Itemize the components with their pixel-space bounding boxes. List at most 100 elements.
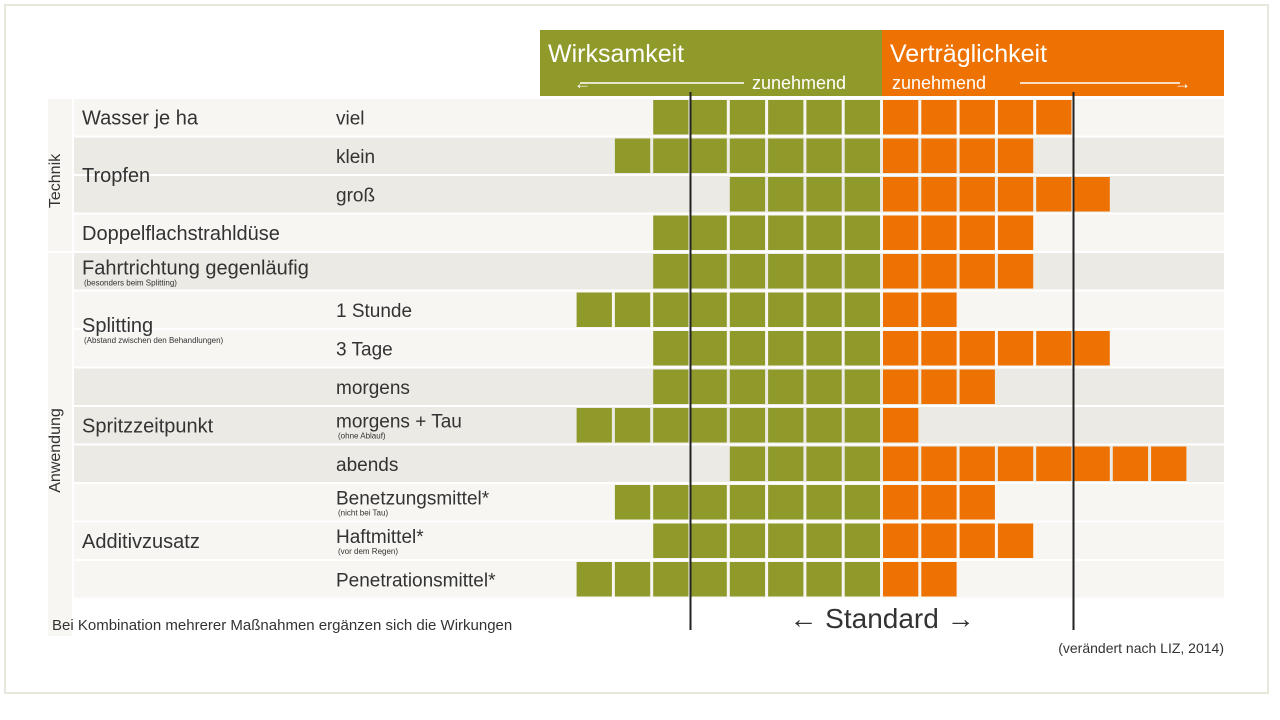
compatibility-cell — [883, 562, 919, 597]
compatibility-cell — [997, 446, 1034, 481]
effectiveness-cell — [768, 523, 804, 558]
effectiveness-cell — [729, 177, 766, 212]
effectiveness-cell — [844, 254, 880, 289]
row-sub-label: abends — [336, 455, 398, 476]
compatibility-cell — [921, 446, 957, 481]
row-sub-label: 1 Stunde — [336, 301, 412, 322]
effectiveness-cell — [576, 292, 612, 327]
effectiveness-cell — [729, 138, 766, 173]
row-sub-label: viel — [336, 108, 365, 129]
effectiveness-cell — [844, 138, 880, 173]
effectiveness-cell — [844, 177, 880, 212]
effectiveness-cell — [614, 138, 651, 173]
row-sub-label: Penetrationsmittel* — [336, 570, 496, 591]
compatibility-cell — [883, 331, 919, 366]
compatibility-cell — [883, 369, 919, 404]
compatibility-cell — [883, 292, 919, 327]
compatibility-cell — [959, 177, 995, 212]
effectiveness-cell — [768, 485, 804, 520]
compatibility-cell — [959, 523, 995, 558]
effectiveness-cell — [691, 408, 727, 443]
row-sub-note: (vor dem Regen) — [338, 547, 398, 556]
effectiveness-cell — [844, 485, 880, 520]
effectiveness-cell — [614, 292, 651, 327]
compatibility-cell — [1036, 100, 1072, 135]
row-background — [74, 522, 1224, 559]
effectiveness-cell — [768, 138, 804, 173]
compatibility-cell — [959, 100, 995, 135]
compatibility-cell — [921, 485, 957, 520]
effectiveness-cell — [691, 254, 727, 289]
group-background — [48, 253, 72, 636]
effectiveness-cell — [768, 446, 804, 481]
effectiveness-cell — [806, 331, 842, 366]
increasing-right-arrow-icon: → — [1174, 74, 1191, 93]
effectiveness-cell — [614, 408, 651, 443]
compatibility-cell — [1036, 331, 1072, 366]
effectiveness-cell — [653, 369, 689, 404]
increasing-left-arrow-icon: ← — [574, 74, 591, 93]
effectiveness-cell — [691, 562, 727, 597]
effectiveness-cell — [806, 446, 842, 481]
row-sub-note: (nicht bei Tau) — [338, 508, 388, 517]
effectiveness-cell — [844, 331, 880, 366]
compatibility-cell — [921, 292, 957, 327]
compatibility-cell — [921, 215, 957, 250]
effectiveness-cell — [729, 446, 766, 481]
row-sub-label: klein — [336, 147, 375, 168]
compatibility-cell — [997, 100, 1034, 135]
chart-frame: Wirksamkeit Verträglichkeit ← zunehmend zune… — [4, 4, 1269, 694]
effectiveness-cell — [614, 562, 651, 597]
compatibility-cell — [921, 100, 957, 135]
compatibility-cell — [959, 254, 995, 289]
group-background — [48, 99, 72, 251]
effectiveness-cell — [768, 562, 804, 597]
measure-label: Fahrtrichtung gegenläufig — [82, 257, 309, 279]
effectiveness-cell — [729, 292, 766, 327]
row-sub-label: Haftmittel* — [336, 527, 424, 548]
effectiveness-cell — [653, 215, 689, 250]
effectiveness-cell — [806, 215, 842, 250]
effectiveness-cell — [729, 485, 766, 520]
effectiveness-cell — [844, 292, 880, 327]
effectiveness-cell — [806, 408, 842, 443]
effectiveness-cell — [576, 562, 612, 597]
effectiveness-cell — [768, 292, 804, 327]
effectiveness-cell — [806, 485, 842, 520]
effectiveness-cell — [653, 331, 689, 366]
increasing-right-label: zunehmend — [892, 73, 986, 93]
compatibility-cell — [883, 177, 919, 212]
compatibility-cell — [1074, 177, 1110, 212]
measure-note: (besonders beim Splitting) — [84, 278, 177, 287]
effectiveness-cell — [729, 562, 766, 597]
effectiveness-cell — [768, 408, 804, 443]
effectiveness-header — [540, 30, 882, 96]
footnote: Bei Kombination mehrerer Maßnahmen ergän… — [52, 617, 512, 634]
compatibility-cell — [959, 215, 995, 250]
compatibility-cell — [1112, 446, 1149, 481]
effectiveness-cell — [653, 523, 689, 558]
effectiveness-cell — [806, 254, 842, 289]
compatibility-cell — [883, 215, 919, 250]
effectiveness-cell — [844, 523, 880, 558]
effectiveness-cell — [844, 446, 880, 481]
effectiveness-cell — [691, 138, 727, 173]
effectiveness-cell — [653, 100, 689, 135]
compatibility-cell — [1151, 446, 1187, 481]
compatibility-cell — [883, 138, 919, 173]
effectiveness-cell — [653, 254, 689, 289]
effectiveness-cell — [729, 100, 766, 135]
effectiveness-cell — [768, 100, 804, 135]
effectiveness-cell — [806, 562, 842, 597]
compatibility-cell — [997, 215, 1034, 250]
effectiveness-cell — [729, 254, 766, 289]
measure-label: Spritzzeitpunkt — [82, 415, 214, 437]
compatibility-cell — [997, 331, 1034, 366]
standard-label: ← Standard → — [789, 603, 974, 634]
row-sub-label: Benetzungsmittel* — [336, 488, 490, 509]
compatibility-cell — [921, 138, 957, 173]
row-sub-label: morgens + Tau — [336, 411, 462, 432]
compatibility-cell — [959, 138, 995, 173]
effectiveness-cell — [691, 331, 727, 366]
effectiveness-cell — [729, 523, 766, 558]
